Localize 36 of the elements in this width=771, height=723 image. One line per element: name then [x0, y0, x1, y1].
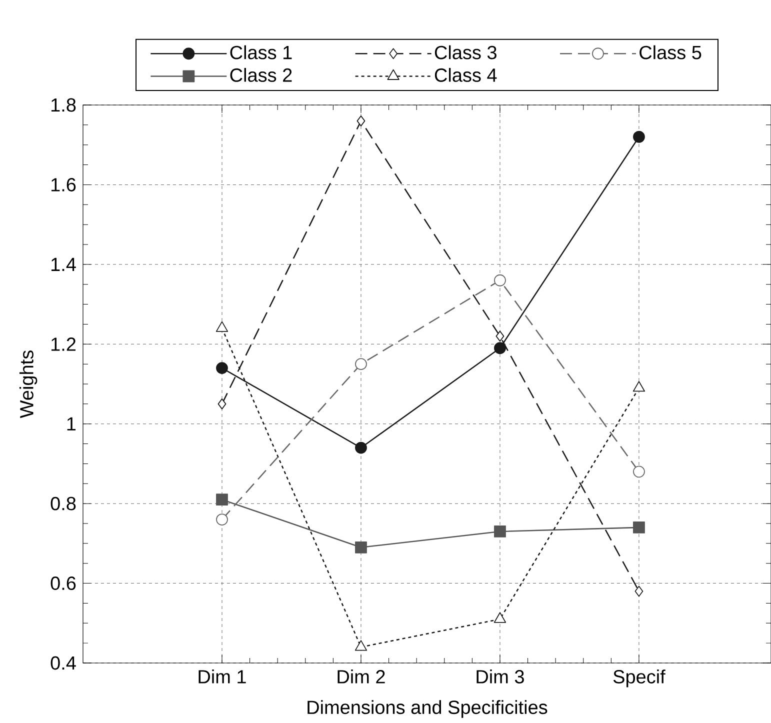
x-tick-label: Specif — [613, 670, 666, 688]
point — [633, 522, 645, 534]
x-axis-title: Dimensions and Specificities — [308, 700, 548, 718]
x-tick-label: Dim 2 — [338, 670, 385, 684]
y-tick-label: 0.4 — [50, 656, 76, 670]
point — [355, 442, 367, 454]
point — [494, 526, 506, 538]
point — [356, 115, 366, 126]
point — [216, 514, 228, 526]
legend-label: Class 1 — [230, 45, 292, 60]
point — [494, 274, 506, 286]
legend-label: Class 4 — [434, 68, 497, 82]
point — [216, 362, 228, 374]
y-tick-label: 1.6 — [51, 178, 76, 192]
point — [216, 494, 228, 506]
point — [633, 466, 645, 478]
x-tick-label: Dim 1 — [198, 670, 246, 684]
point — [634, 586, 644, 597]
point — [494, 342, 506, 354]
y-tick-label: 0.8 — [50, 496, 76, 510]
legend-label: Class 2 — [230, 68, 292, 82]
y-tick-label: 1 — [67, 417, 76, 430]
legend-label: Class 3 — [434, 45, 496, 60]
x-tick-label: Dim 3 — [476, 670, 524, 684]
y-axis-title: Weights — [19, 350, 38, 418]
point — [496, 330, 504, 342]
y-tick-label: 1.2 — [51, 338, 76, 351]
legend-label: Class 5 — [640, 45, 702, 60]
point — [355, 358, 367, 370]
y-tick-label: 1.8 — [51, 98, 76, 112]
point — [218, 398, 226, 410]
y-tick-label: 0.6 — [50, 576, 76, 590]
point — [633, 130, 645, 143]
point — [632, 381, 646, 392]
point — [355, 541, 367, 554]
y-tick-label: 1.4 — [51, 258, 76, 271]
